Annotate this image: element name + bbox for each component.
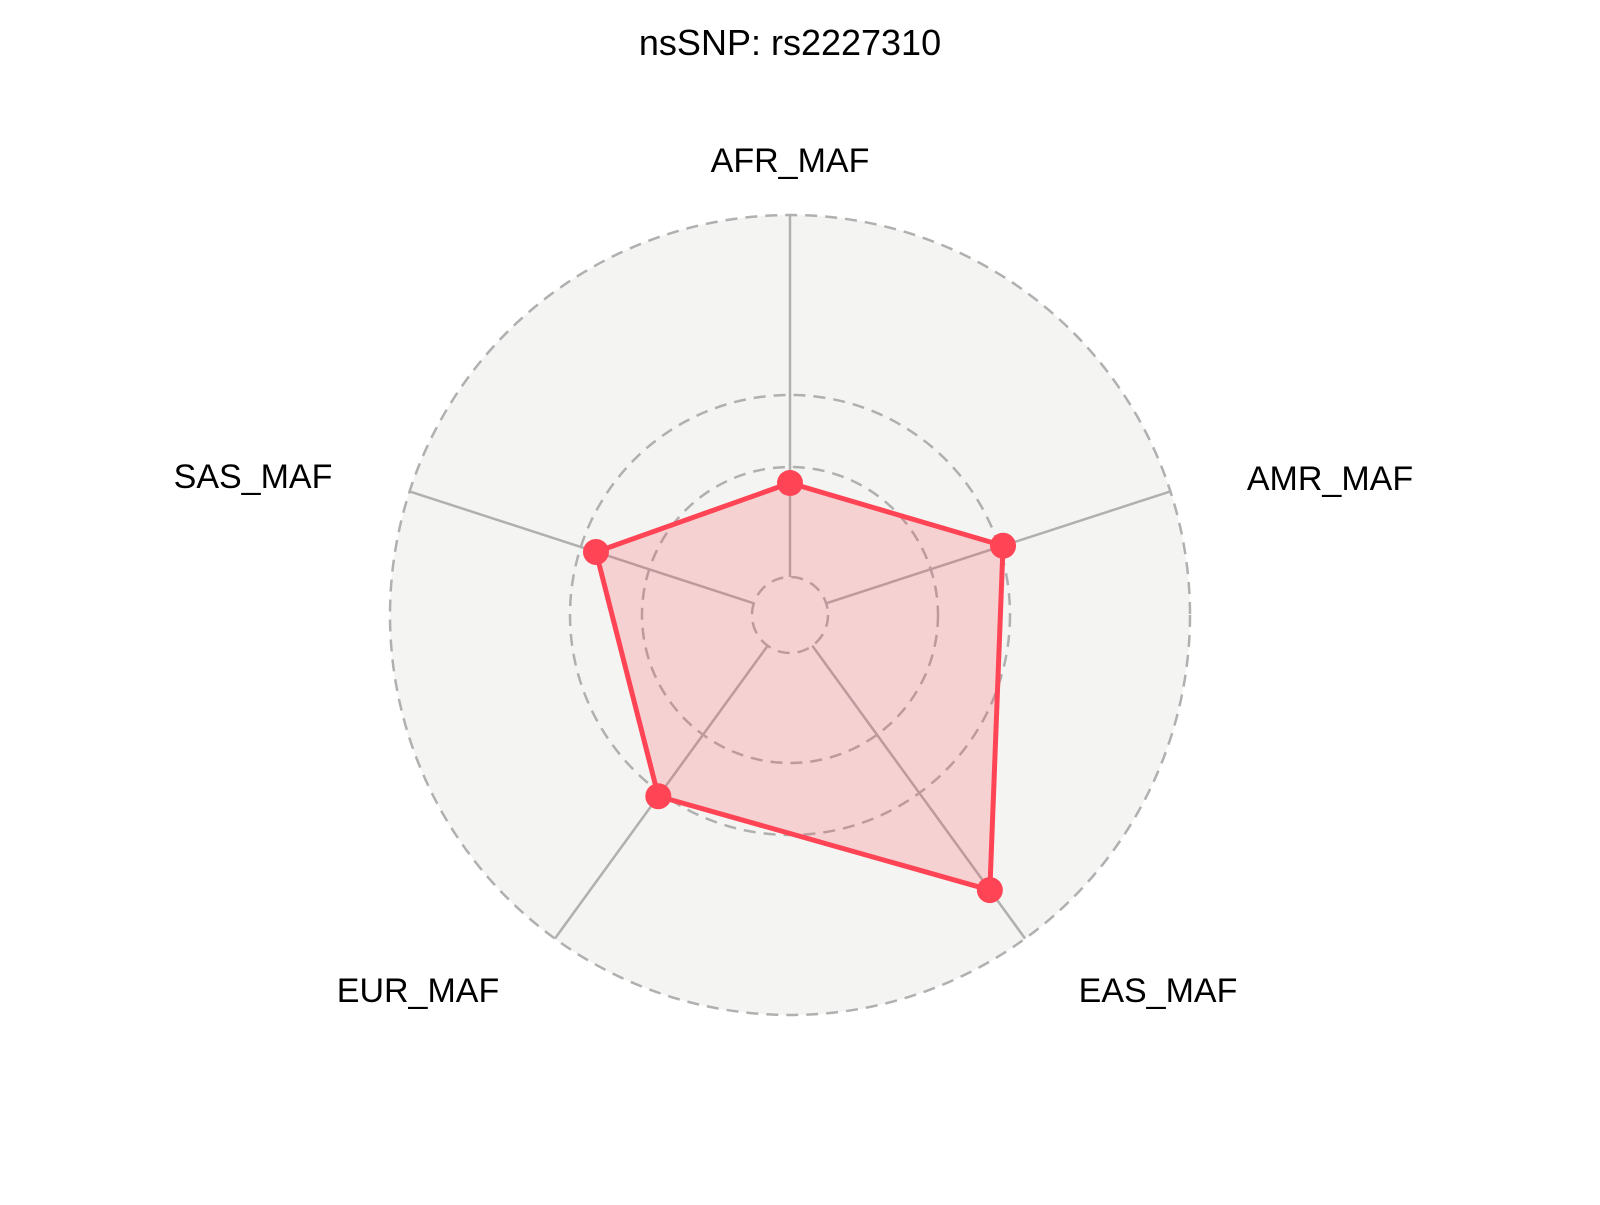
data-point-eur_maf	[645, 783, 672, 810]
data-point-afr_maf	[777, 470, 803, 496]
axis-label-eas_maf: EAS_MAF	[1079, 972, 1238, 1010]
axis-label-eur_maf: EUR_MAF	[337, 972, 499, 1010]
series-polygon	[593, 480, 1006, 893]
chart-title: nsSNP: rs2227310	[639, 22, 941, 63]
grid-circle-0	[750, 575, 830, 655]
axis-label-amr_maf: AMR_MAF	[1247, 460, 1413, 498]
panel-background	[390, 215, 1190, 1015]
data-point-amr_maf	[990, 532, 1017, 559]
grid-circle-1	[640, 465, 940, 765]
data-point-sas_maf	[582, 538, 609, 565]
data-point-eas_maf	[976, 877, 1003, 904]
axis-label-afr_maf: AFR_MAF	[711, 142, 870, 180]
grid-circle-3	[388, 213, 1192, 1017]
axis-label-sas_maf: SAS_MAF	[174, 458, 333, 496]
